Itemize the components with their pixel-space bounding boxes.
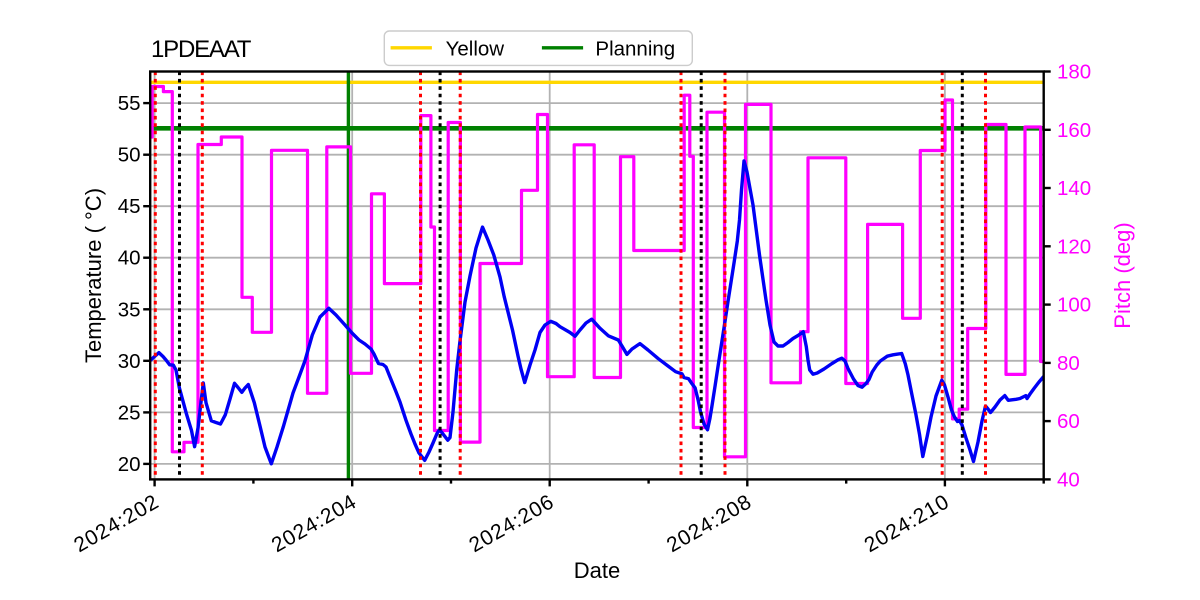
svg-text:100: 100 — [1057, 294, 1091, 317]
svg-text:160: 160 — [1057, 119, 1091, 142]
svg-text:Pitch (deg): Pitch (deg) — [1110, 222, 1135, 328]
svg-text:Temperature ( °C): Temperature ( °C) — [81, 188, 106, 363]
svg-text:140: 140 — [1057, 177, 1091, 200]
svg-text:80: 80 — [1057, 352, 1080, 375]
svg-text:60: 60 — [1057, 410, 1080, 433]
svg-text:120: 120 — [1057, 235, 1091, 258]
svg-text:20: 20 — [118, 453, 141, 476]
svg-text:40: 40 — [118, 247, 141, 270]
svg-text:Date: Date — [574, 558, 620, 583]
svg-text:180: 180 — [1057, 61, 1091, 84]
svg-text:45: 45 — [118, 195, 141, 218]
svg-text:25: 25 — [118, 401, 141, 424]
svg-text:1PDEAAT: 1PDEAAT — [151, 36, 252, 63]
svg-text:35: 35 — [118, 298, 141, 321]
svg-text:55: 55 — [118, 92, 141, 115]
svg-text:Planning: Planning — [595, 37, 675, 60]
svg-text:40: 40 — [1057, 468, 1080, 491]
svg-text:Yellow: Yellow — [446, 37, 505, 60]
svg-text:30: 30 — [118, 350, 141, 373]
svg-text:50: 50 — [118, 144, 141, 167]
